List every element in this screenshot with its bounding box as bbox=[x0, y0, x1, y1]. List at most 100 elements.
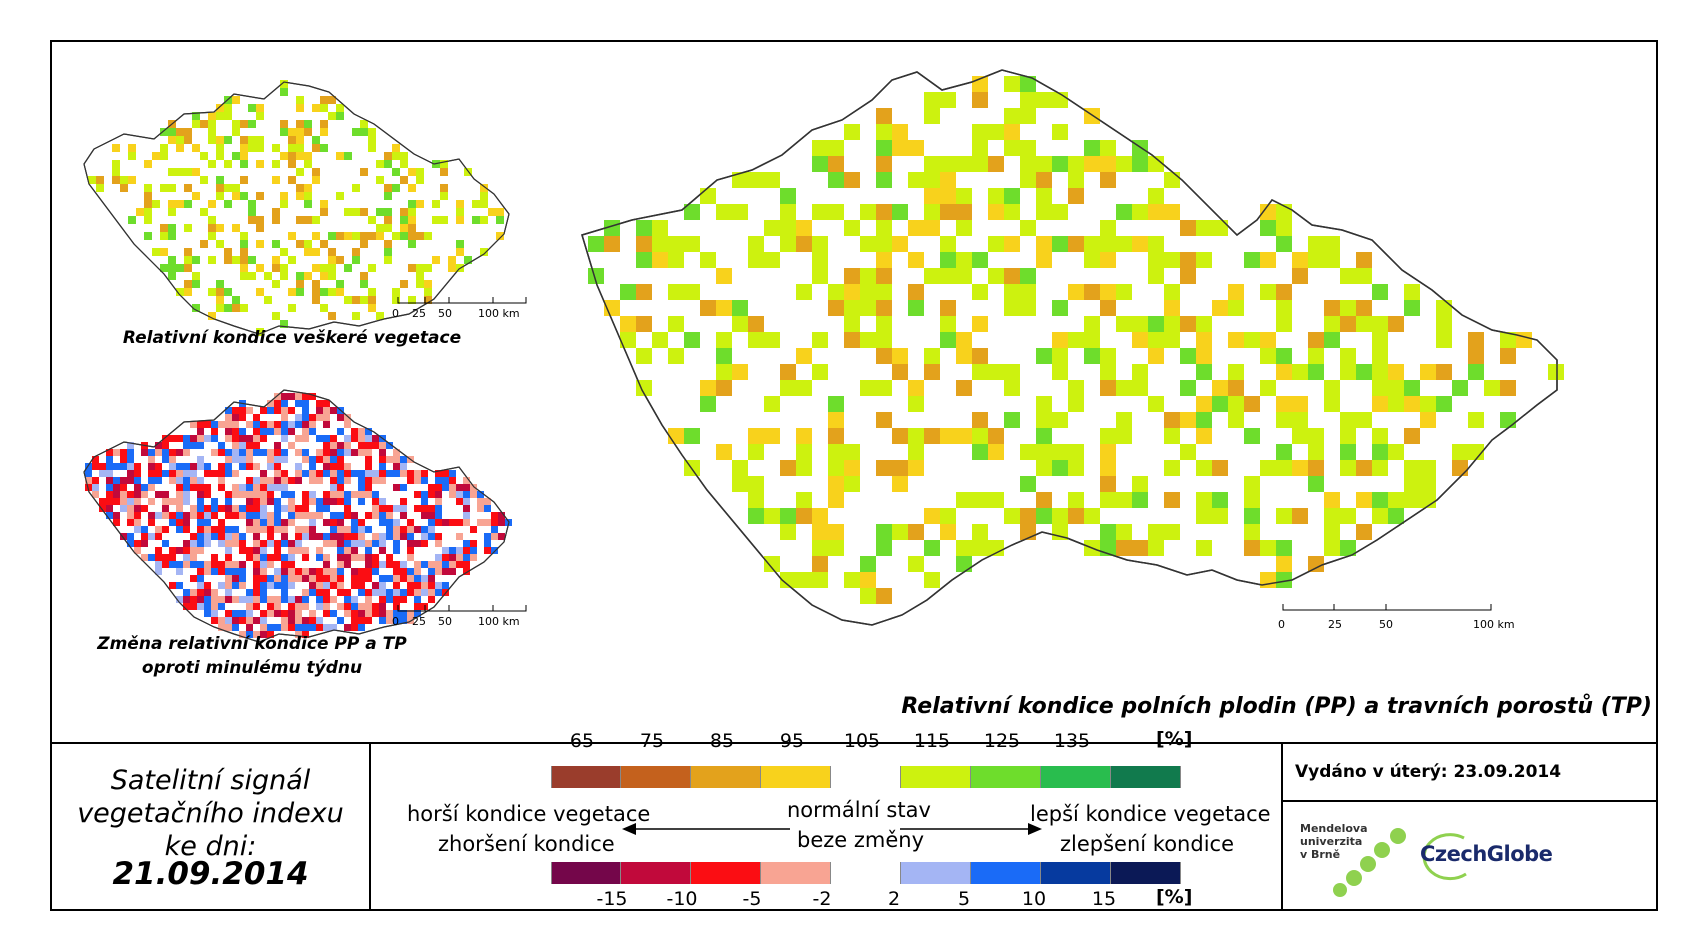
map-cell bbox=[1164, 204, 1180, 220]
map-cell bbox=[812, 204, 828, 220]
map-cell bbox=[1260, 460, 1276, 476]
map-cell bbox=[302, 428, 309, 435]
map-cell bbox=[376, 176, 384, 184]
map-cell bbox=[1052, 508, 1068, 524]
map-cell bbox=[239, 428, 246, 435]
map-cell bbox=[106, 470, 113, 477]
map-cell bbox=[127, 477, 134, 484]
map-cell bbox=[1212, 300, 1228, 316]
map-cell bbox=[1420, 364, 1436, 380]
map-cell bbox=[208, 120, 216, 128]
map-cell bbox=[302, 435, 309, 442]
map-cell bbox=[344, 442, 351, 449]
map-cell bbox=[892, 124, 908, 140]
map-cell bbox=[169, 547, 176, 554]
map-cell bbox=[248, 256, 256, 264]
map-cell bbox=[1068, 508, 1084, 524]
map-cell bbox=[1212, 396, 1228, 412]
map-cell bbox=[218, 505, 225, 512]
map-cell bbox=[365, 547, 372, 554]
map-cell bbox=[924, 172, 940, 188]
map-cell bbox=[1164, 524, 1180, 540]
map-cell bbox=[192, 168, 200, 176]
map-cell bbox=[1100, 444, 1116, 460]
map-cell bbox=[1308, 460, 1324, 476]
map-cell bbox=[218, 603, 225, 610]
map-cell bbox=[1292, 508, 1308, 524]
map-cell bbox=[330, 470, 337, 477]
map-cell bbox=[184, 256, 192, 264]
map-cell bbox=[211, 428, 218, 435]
map-cell bbox=[232, 407, 239, 414]
map-cell bbox=[344, 603, 351, 610]
map-cell bbox=[796, 380, 812, 396]
map-cell bbox=[232, 296, 240, 304]
map-cell bbox=[1500, 412, 1516, 428]
map-cell bbox=[668, 316, 684, 332]
map-cell bbox=[1052, 412, 1068, 428]
map-cell bbox=[106, 505, 113, 512]
map-cell bbox=[393, 463, 400, 470]
map-cell bbox=[844, 220, 860, 236]
map-cell bbox=[232, 456, 239, 463]
map-cell bbox=[239, 582, 246, 589]
map-cell bbox=[288, 610, 295, 617]
map-cell bbox=[288, 393, 295, 400]
map-cell bbox=[208, 216, 216, 224]
map-cell bbox=[956, 428, 972, 444]
map-cell bbox=[239, 568, 246, 575]
map-cell bbox=[296, 136, 304, 144]
map-cell bbox=[470, 491, 477, 498]
map-cell bbox=[141, 554, 148, 561]
map-cell bbox=[337, 491, 344, 498]
map-cell bbox=[295, 400, 302, 407]
map-cell bbox=[336, 280, 344, 288]
map-cell bbox=[176, 519, 183, 526]
map-cell bbox=[280, 80, 288, 88]
map-cell bbox=[274, 526, 281, 533]
map-cell bbox=[368, 144, 376, 152]
map-cell bbox=[414, 526, 421, 533]
map-cell bbox=[267, 484, 274, 491]
left-footer-divider bbox=[369, 742, 371, 910]
map-cell bbox=[337, 498, 344, 505]
map-cell bbox=[281, 582, 288, 589]
map-cell bbox=[155, 554, 162, 561]
map-cell bbox=[312, 168, 320, 176]
map-cell bbox=[484, 547, 491, 554]
map-cell bbox=[924, 572, 940, 588]
map-cell bbox=[408, 216, 416, 224]
map-cell bbox=[1020, 284, 1036, 300]
map-cell bbox=[472, 216, 480, 224]
map-cell bbox=[407, 610, 414, 617]
map-cell bbox=[892, 428, 908, 444]
map-cell bbox=[1388, 444, 1404, 460]
map-cell bbox=[1148, 348, 1164, 364]
map-cell bbox=[400, 561, 407, 568]
map-cell bbox=[908, 252, 924, 268]
map-cell bbox=[272, 312, 280, 320]
map-cell bbox=[337, 568, 344, 575]
map-cell bbox=[1148, 396, 1164, 412]
map-cell bbox=[197, 589, 204, 596]
map-cell bbox=[148, 519, 155, 526]
map-cell bbox=[351, 526, 358, 533]
map-cell bbox=[1100, 156, 1116, 172]
map-cell bbox=[323, 589, 330, 596]
map-cell bbox=[267, 498, 274, 505]
map-cell bbox=[1356, 412, 1372, 428]
map-cell bbox=[239, 442, 246, 449]
map-cell bbox=[246, 589, 253, 596]
map-cell bbox=[386, 505, 393, 512]
map-cell bbox=[344, 470, 351, 477]
map-cell bbox=[197, 456, 204, 463]
map-cell bbox=[428, 526, 435, 533]
map-cell bbox=[224, 160, 232, 168]
map-cell bbox=[1468, 412, 1484, 428]
map-cell bbox=[253, 575, 260, 582]
map-cell bbox=[344, 296, 352, 304]
map-cell bbox=[274, 610, 281, 617]
map-cell bbox=[309, 421, 316, 428]
satellite-line2: vegetačního indexu bbox=[77, 798, 344, 829]
map-cell bbox=[1116, 524, 1132, 540]
